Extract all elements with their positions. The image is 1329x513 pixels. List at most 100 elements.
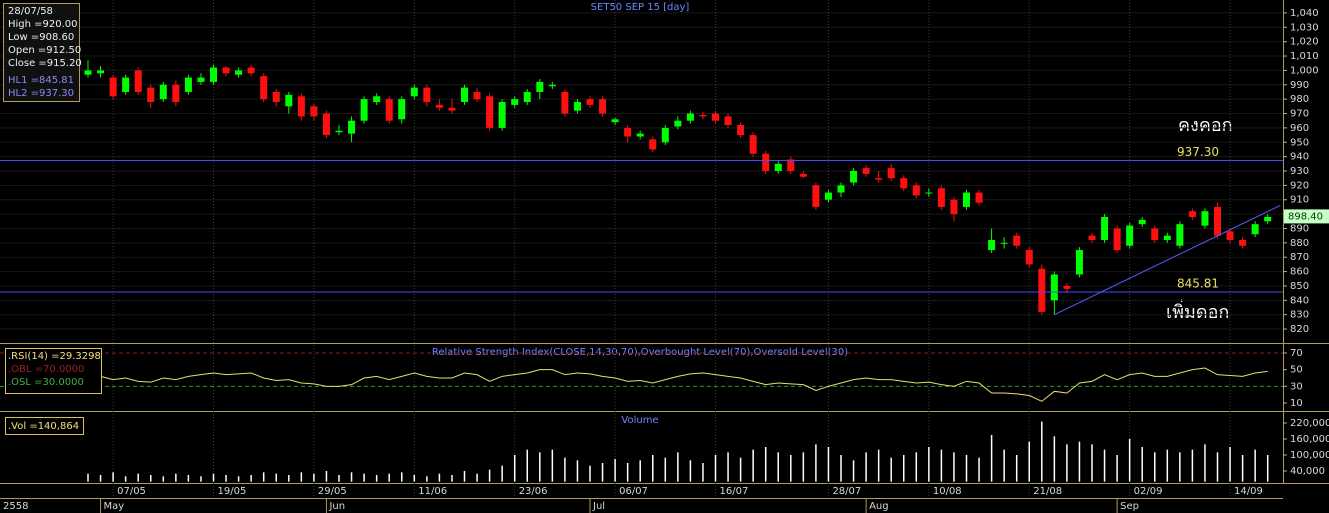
x-tick-label: 23/06 — [519, 486, 548, 497]
candle-body — [925, 192, 933, 194]
volume-bar — [1078, 441, 1081, 482]
month-label: Jun — [328, 501, 345, 512]
volume-bar — [802, 452, 805, 482]
candle-body — [1101, 216, 1109, 240]
info-text: Low =908.60 — [8, 32, 74, 43]
volume-bar — [539, 452, 541, 482]
month-label: May — [104, 501, 125, 512]
x-tick-label: 02/09 — [1134, 486, 1163, 497]
candle-body — [624, 127, 632, 137]
volume-bar — [1191, 449, 1194, 482]
candle-body — [210, 67, 217, 82]
candle-body — [573, 102, 581, 111]
volume-bar — [815, 444, 817, 482]
chart-title: SET50 SEP 15 [day] — [591, 2, 690, 13]
candle-body — [724, 116, 732, 126]
candle-body — [862, 168, 870, 174]
annotation: คงคอก — [1178, 115, 1233, 136]
volume-bar — [150, 475, 152, 482]
volume-bar — [714, 455, 717, 482]
candle-body — [435, 104, 443, 108]
volume-bar — [112, 472, 114, 482]
volume-bar — [325, 471, 328, 482]
plot-layer — [0, 0, 1283, 498]
y-tick-label: 960 — [1290, 123, 1309, 134]
candle-body — [1126, 225, 1134, 246]
y-tick-label: 1,010 — [1290, 51, 1319, 62]
volume-bar — [1141, 447, 1143, 482]
y-tick-label: 100,000 — [1290, 450, 1329, 461]
y-tick-label: 850 — [1290, 281, 1309, 292]
info-text: High =920.00 — [8, 19, 78, 30]
volume-bar — [764, 447, 767, 482]
trendline — [1054, 205, 1281, 316]
volume-bar — [99, 475, 102, 482]
y-tick-label: 70 — [1290, 348, 1303, 359]
candle-body — [686, 113, 694, 121]
volume-bar — [438, 473, 441, 482]
volume-bar — [375, 475, 378, 482]
candle-body — [335, 130, 343, 133]
candle-body — [1214, 206, 1221, 236]
x-tick-label: 11/06 — [418, 486, 447, 497]
volume-bar — [501, 465, 503, 482]
volume-bar — [903, 455, 905, 482]
volume-bar — [1003, 449, 1005, 482]
volume-bar — [865, 452, 867, 482]
candle-body — [586, 99, 594, 105]
y-tick-label: 980 — [1290, 94, 1309, 105]
volume-bar — [1241, 455, 1244, 482]
candle-body — [774, 163, 782, 171]
y-tick-label: 1,040 — [1290, 8, 1319, 19]
candle-body — [272, 91, 280, 103]
volume-bar — [137, 473, 139, 482]
volume-bar — [262, 472, 265, 482]
volume-bar — [401, 472, 403, 482]
y-tick-label: 820 — [1290, 324, 1309, 335]
volume-bar — [928, 447, 930, 482]
year-label: 2558 — [3, 501, 28, 512]
y-tick-label: 870 — [1290, 252, 1309, 263]
x-tick-label: 06/07 — [619, 486, 648, 497]
candle-body — [147, 87, 155, 103]
volume-bar — [915, 452, 918, 482]
candle-body — [473, 91, 481, 100]
y-tick-label: 930 — [1290, 166, 1309, 177]
candle-body — [235, 70, 243, 75]
volume-bar — [1015, 455, 1018, 482]
y-tick-label: 830 — [1290, 310, 1309, 321]
candle-body — [887, 168, 895, 179]
volume-bar — [1204, 444, 1206, 482]
info-text: Close =915.20 — [8, 58, 82, 69]
month-label: Sep — [1120, 501, 1139, 512]
y-tick-label: 920 — [1290, 180, 1309, 191]
volume-bar — [237, 476, 240, 482]
candle-body — [1013, 235, 1021, 246]
candle-body — [1188, 211, 1196, 217]
month-label: Aug — [869, 501, 889, 512]
rsi-info-box — [5, 348, 102, 394]
volume-bar — [626, 463, 629, 482]
candle-body — [1038, 268, 1046, 312]
candle-body — [548, 84, 556, 87]
last-price-box — [1284, 209, 1329, 224]
info-box — [3, 3, 80, 102]
candle-body — [963, 192, 970, 207]
volume-bar — [689, 460, 692, 482]
volume-bar — [564, 457, 566, 482]
volume-bar — [664, 457, 667, 482]
y-tick-label: 1,030 — [1290, 22, 1319, 33]
x-tick-label: 19/05 — [218, 486, 247, 497]
volume-bar — [752, 449, 754, 482]
y-tick-label: 970 — [1290, 109, 1309, 120]
candle-body — [247, 67, 255, 74]
x-tick-label: 16/07 — [720, 486, 749, 497]
y-tick-label: 160,000 — [1290, 434, 1329, 445]
info-text: HL2 =937.30 — [8, 88, 74, 99]
volume-bar — [953, 452, 955, 482]
candle-body — [398, 99, 406, 120]
volume-bar — [225, 475, 227, 482]
candle-body — [1138, 219, 1146, 225]
volume-bar — [124, 476, 127, 482]
